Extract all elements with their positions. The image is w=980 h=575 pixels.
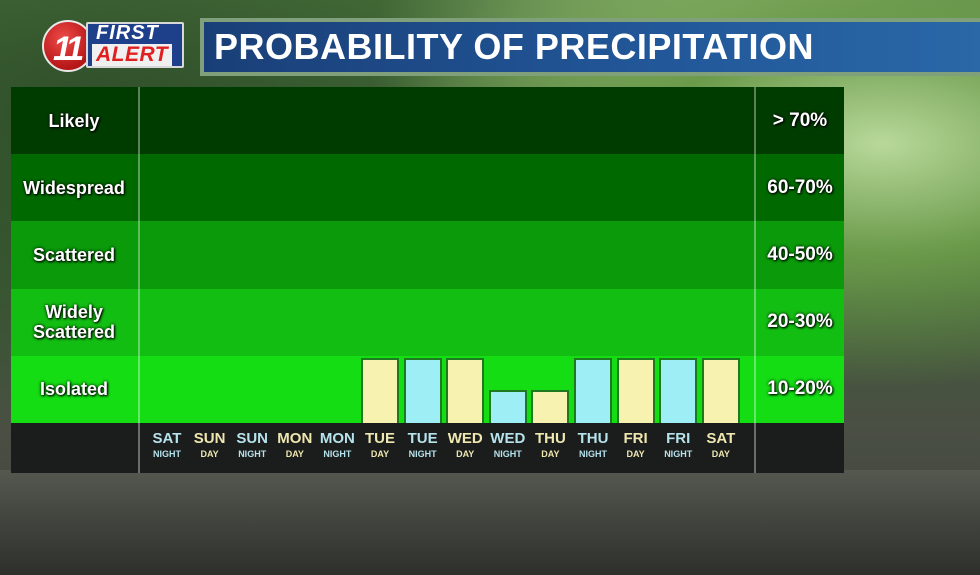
logo-alert-text: ALERT: [92, 44, 173, 66]
pop-bar-tue-night: [403, 358, 442, 423]
period-part: DAY: [370, 449, 390, 459]
period-label: WED NIGHT: [487, 431, 529, 461]
period-day: FRI: [623, 430, 648, 447]
background-wet-pavement: [0, 470, 980, 575]
period-part: NIGHT: [408, 449, 437, 459]
period-part: NIGHT: [153, 449, 181, 459]
band-range: 10-20%: [767, 378, 833, 400]
period-day: THU: [577, 430, 609, 447]
period-label: SAT NIGHT: [146, 431, 188, 461]
period-day: WED: [447, 430, 483, 447]
period-part: NIGHT: [323, 449, 352, 459]
pop-bar-fri-night: [659, 358, 698, 423]
period-day: SAT: [152, 430, 182, 447]
period-label: TUE DAY: [359, 431, 401, 461]
band-label: Likely: [48, 110, 100, 131]
pop-bar-fri-day: [616, 358, 655, 423]
period-day: FRI: [666, 430, 691, 447]
period-part: NIGHT: [238, 449, 267, 459]
period-label: TUE NIGHT: [402, 431, 444, 461]
period-day: SUN: [236, 430, 269, 447]
period-day: THU: [534, 430, 566, 447]
column-divider: [754, 87, 756, 473]
period-day: MON: [277, 430, 313, 447]
pop-bar-wed-night: [488, 390, 527, 423]
pop-bar-wed-day: [446, 358, 485, 423]
band-scattered: Scattered 40-50%: [11, 221, 844, 289]
logo-circle: 11: [42, 20, 94, 72]
pop-bar-tue-day: [361, 358, 399, 423]
band-label: Scattered: [32, 244, 116, 265]
band-label: Widely Scattered: [32, 302, 116, 343]
period-part: NIGHT: [493, 449, 522, 459]
logo-number: 11: [53, 30, 84, 68]
precipitation-chart: Likely > 70% Widespread 60-70% Scattered 40-5…: [11, 87, 844, 473]
band-range: > 70%: [772, 109, 828, 131]
period-day: WED: [490, 430, 526, 447]
band-range: 20-30%: [767, 311, 833, 333]
period-label: FRI NIGHT: [657, 431, 699, 461]
period-part: DAY: [285, 449, 304, 459]
band-range: 40-50%: [767, 243, 833, 265]
station-logo: 11 FIRST ALERT: [42, 18, 187, 74]
period-day: TUE: [365, 430, 395, 447]
period-label: THU DAY: [529, 431, 571, 461]
period-label: WED DAY: [444, 431, 486, 461]
band-widely-scattered: Widely Scattered 20-30%: [11, 288, 844, 356]
x-axis-periods: SAT NIGHT SUN DAY SUN NIGHT MON DAY MON NIGHT TUE D…: [11, 423, 844, 473]
period-part: DAY: [541, 449, 560, 459]
title-banner: PROBABILITY OF PRECIPITATION: [200, 18, 980, 76]
band-label: Isolated: [39, 379, 109, 400]
logo-first-text: FIRST: [96, 22, 159, 44]
pop-bar-thu-day: [531, 390, 570, 423]
band-likely: Likely > 70%: [11, 87, 844, 155]
pop-bar-sat-day: [701, 358, 740, 423]
column-divider: [138, 87, 140, 473]
period-part: DAY: [200, 449, 219, 459]
period-label: MON DAY: [274, 431, 316, 461]
period-label: SUN NIGHT: [231, 431, 273, 461]
period-day: TUE: [407, 430, 438, 447]
pop-bar-thu-night: [574, 358, 612, 423]
period-label: MON NIGHT: [316, 431, 358, 461]
period-day: SAT: [706, 430, 736, 447]
period-part: NIGHT: [579, 449, 607, 459]
band-widespread: Widespread 60-70%: [11, 154, 844, 222]
band-range: 60-70%: [767, 176, 833, 198]
period-label: THU NIGHT: [572, 431, 614, 461]
period-day: SUN: [193, 430, 226, 447]
period-part: DAY: [626, 449, 645, 459]
page-title: PROBABILITY OF PRECIPITATION: [204, 22, 980, 72]
period-day: MON: [319, 430, 355, 447]
period-label: SUN DAY: [189, 431, 231, 461]
period-part: NIGHT: [664, 449, 693, 459]
period-label: SAT DAY: [700, 431, 742, 461]
period-part: DAY: [711, 449, 730, 459]
period-label: FRI DAY: [615, 431, 657, 461]
period-part: DAY: [456, 449, 475, 459]
band-label: Widespread: [23, 177, 125, 198]
